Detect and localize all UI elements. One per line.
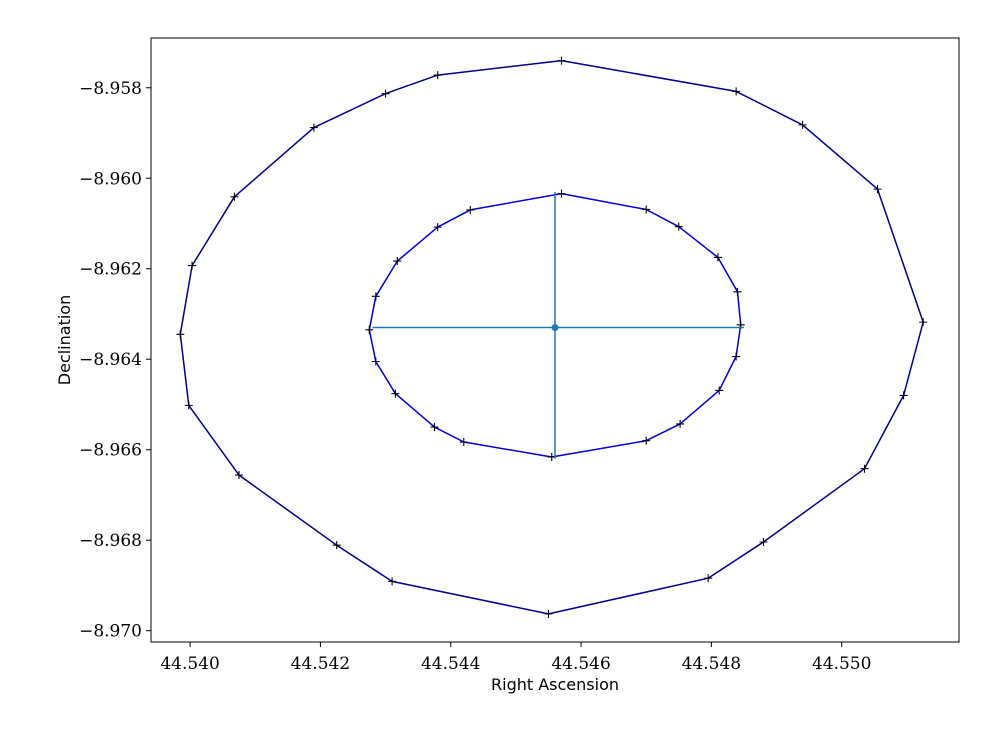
series-1-point (544, 609, 553, 618)
series-1-point (230, 192, 239, 201)
series-1-point (433, 71, 442, 80)
x-tick-label: 44.548 (682, 654, 741, 674)
series-1-point (176, 330, 185, 339)
series-2-point (642, 436, 651, 445)
series-2-point (642, 205, 651, 214)
series-2-point (466, 205, 475, 214)
y-axis: −8.958 −8.960 −8.962 −8.964 −8.966 −8.968 −8.9… (79, 79, 151, 642)
series-1-point (388, 577, 397, 586)
series-2-point (676, 419, 685, 428)
y-tick-label: −8.962 (79, 260, 142, 280)
series-1-point (557, 56, 566, 65)
y-tick-label: −8.960 (79, 169, 142, 189)
series-1-point (732, 87, 741, 96)
x-tick-label: 44.550 (812, 654, 871, 674)
x-tick-label: 44.546 (551, 654, 610, 674)
x-axis: 44.540 44.542 44.544 44.546 44.548 44.550 (160, 642, 871, 674)
series-2-point (393, 257, 402, 266)
y-tick-label: −8.966 (79, 441, 142, 461)
series-1-point (873, 185, 882, 194)
series-2-point (674, 222, 683, 231)
series-1-point (184, 401, 193, 410)
series-layer (176, 56, 928, 618)
series-2-point (371, 357, 380, 366)
series-1-point (759, 538, 768, 547)
series-1-point (704, 574, 713, 583)
series-2-point (733, 287, 742, 296)
crosshair-layer (372, 191, 744, 459)
series-2-point (459, 438, 468, 447)
series-1-point (798, 120, 807, 129)
series-1-point (188, 261, 197, 270)
series-1-point (919, 318, 928, 327)
series-2-point (371, 292, 380, 301)
y-axis-label: Declination (55, 295, 74, 385)
series-2-point (732, 352, 741, 361)
x-tick-label: 44.544 (421, 654, 480, 674)
series-2-point (365, 325, 374, 334)
y-tick-label: −8.970 (79, 622, 142, 642)
series-2-point (713, 253, 722, 262)
series-2-point (433, 223, 442, 232)
series-1-point (309, 123, 318, 132)
y-tick-label: −8.968 (79, 531, 142, 551)
center-point (551, 324, 559, 332)
series-1-point (381, 89, 390, 98)
series-2-point (391, 389, 400, 398)
x-axis-label: Right Ascension (491, 675, 619, 694)
series-1-point (899, 391, 908, 400)
series-1-point (860, 464, 869, 473)
x-tick-label: 44.542 (291, 654, 350, 674)
y-tick-label: −8.958 (79, 79, 142, 99)
series-2-point (557, 189, 566, 198)
series-2-point (715, 386, 724, 395)
x-tick-label: 44.540 (160, 654, 219, 674)
series-1-point (234, 471, 243, 480)
series-1-point (332, 541, 341, 550)
series-2-point (430, 423, 439, 432)
y-tick-label: −8.964 (79, 350, 142, 370)
plot-frame (150, 37, 960, 643)
